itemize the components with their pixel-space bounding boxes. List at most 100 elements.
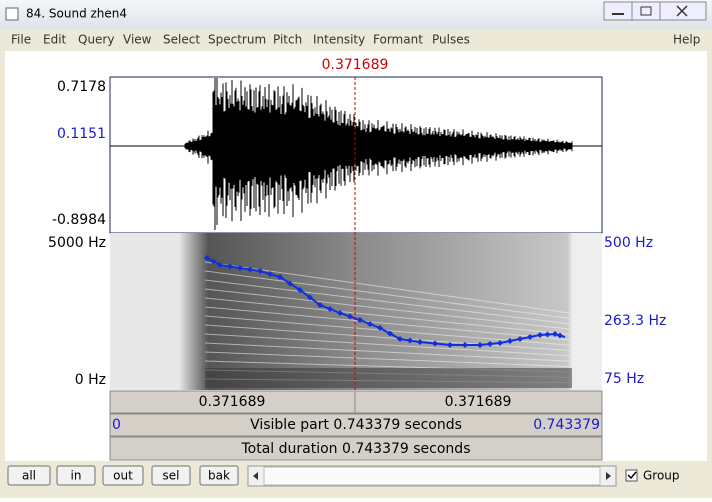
total-text: Total duration 0.743379 seconds [241,441,471,457]
visible-text: Visible part 0.743379 seconds [250,417,462,433]
button-label: all [22,469,36,483]
total-bar[interactable] [109,436,603,461]
harmonic [204,342,571,362]
button-label: bak [208,469,230,483]
pitch-point [277,274,283,280]
button-label: out [113,469,133,483]
harmonic [204,351,571,368]
waveform [184,78,573,230]
pitch-point [297,287,303,293]
pitch-point [217,262,223,268]
pitch-point [377,325,383,331]
button-label: sel [163,469,180,483]
pitch-point [387,330,393,337]
menu-item[interactable]: Pitch [273,33,302,47]
group-label: Group [643,469,680,483]
pitch-point [497,340,503,346]
app-icon [5,7,19,21]
visible-end: 0.743379 [533,417,600,433]
pitch-point [507,338,513,344]
pitch-bottom: 75 Hz [604,371,644,387]
menu-item[interactable]: Query [78,33,114,47]
pitch-point [367,321,373,327]
pitch-top: 500 Hz [604,235,653,251]
pitch-point [544,331,551,338]
pitch-point [557,332,563,339]
pitch-point [517,336,523,342]
pitch-point [357,317,363,323]
pitch-point [267,271,273,277]
minimize-button[interactable] [603,1,633,21]
button-label: in [71,469,82,483]
harmonic [204,333,571,357]
menu-item[interactable]: Formant [373,33,423,47]
menu-item[interactable]: Pulses [432,33,470,47]
segment-left-label: 0.371689 [199,394,266,410]
button[interactable] [199,465,239,486]
waveform-max: 0.7178 [57,79,106,95]
pitch-point [337,310,343,316]
pitch-point [477,342,483,348]
spectrogram-harmonics [204,261,572,388]
menu-item[interactable]: Spectrum [208,33,266,47]
group-checkbox[interactable] [625,469,638,482]
pitch-point [537,332,543,338]
visible-start: 0 [112,417,121,433]
pitch-point [527,334,533,340]
menu-item[interactable]: File [11,33,31,47]
pitch-point [204,255,210,261]
pitch-point [237,265,243,271]
harmonic [204,279,571,325]
pitch-point [462,342,468,348]
button[interactable] [56,465,96,486]
harmonic [204,261,571,314]
pitch-point [397,336,403,342]
pitch-point [257,268,263,274]
button[interactable] [7,465,51,486]
maximize-button[interactable] [631,1,661,21]
pitch-point [227,263,233,270]
menu-bar [5,30,707,50]
harmonic [204,297,571,335]
waveform-min: -0.8984 [52,212,106,228]
harmonic [204,288,571,330]
pitch-point [347,313,353,320]
harmonic [204,306,571,341]
pitch-cursor: 263.3 Hz [604,313,666,329]
pitch-point [317,302,323,308]
title-bar [0,0,712,29]
spectrogram-bottom: 0 Hz [75,372,106,388]
segment-right[interactable] [354,390,603,414]
pitch-point [447,342,453,348]
pitch-point [417,339,423,345]
visible-bar[interactable] [109,413,603,437]
button[interactable] [102,465,144,486]
button[interactable] [151,465,191,486]
pitch-point [327,306,333,312]
scroll-thumb[interactable] [263,466,601,486]
low-energy [205,368,572,388]
waveform-cursor-value: 0.1151 [57,126,106,142]
pitch-point [247,266,253,273]
pitch-point [552,331,558,337]
pitch-point [487,341,493,347]
menu-item[interactable]: Edit [43,33,67,47]
spectrogram [110,233,602,390]
window-title: 84. Sound zhen4 [26,7,127,21]
pitch-point [307,294,313,301]
pitch-point [287,280,293,287]
cursor-time: 0.371689 [322,57,389,73]
segment-right-label: 0.371689 [445,394,512,410]
menu-item[interactable]: Intensity [313,33,365,47]
harmonic [204,324,571,352]
menu-item[interactable]: Select [163,33,200,47]
spectrogram-top: 5000 Hz [48,235,106,251]
menu-item[interactable]: View [123,33,152,47]
pitch-point [210,258,217,265]
pitch-point [432,340,438,347]
harmonic [204,270,571,319]
pitch-point [407,337,413,344]
menu-help[interactable]: Help [673,33,700,47]
